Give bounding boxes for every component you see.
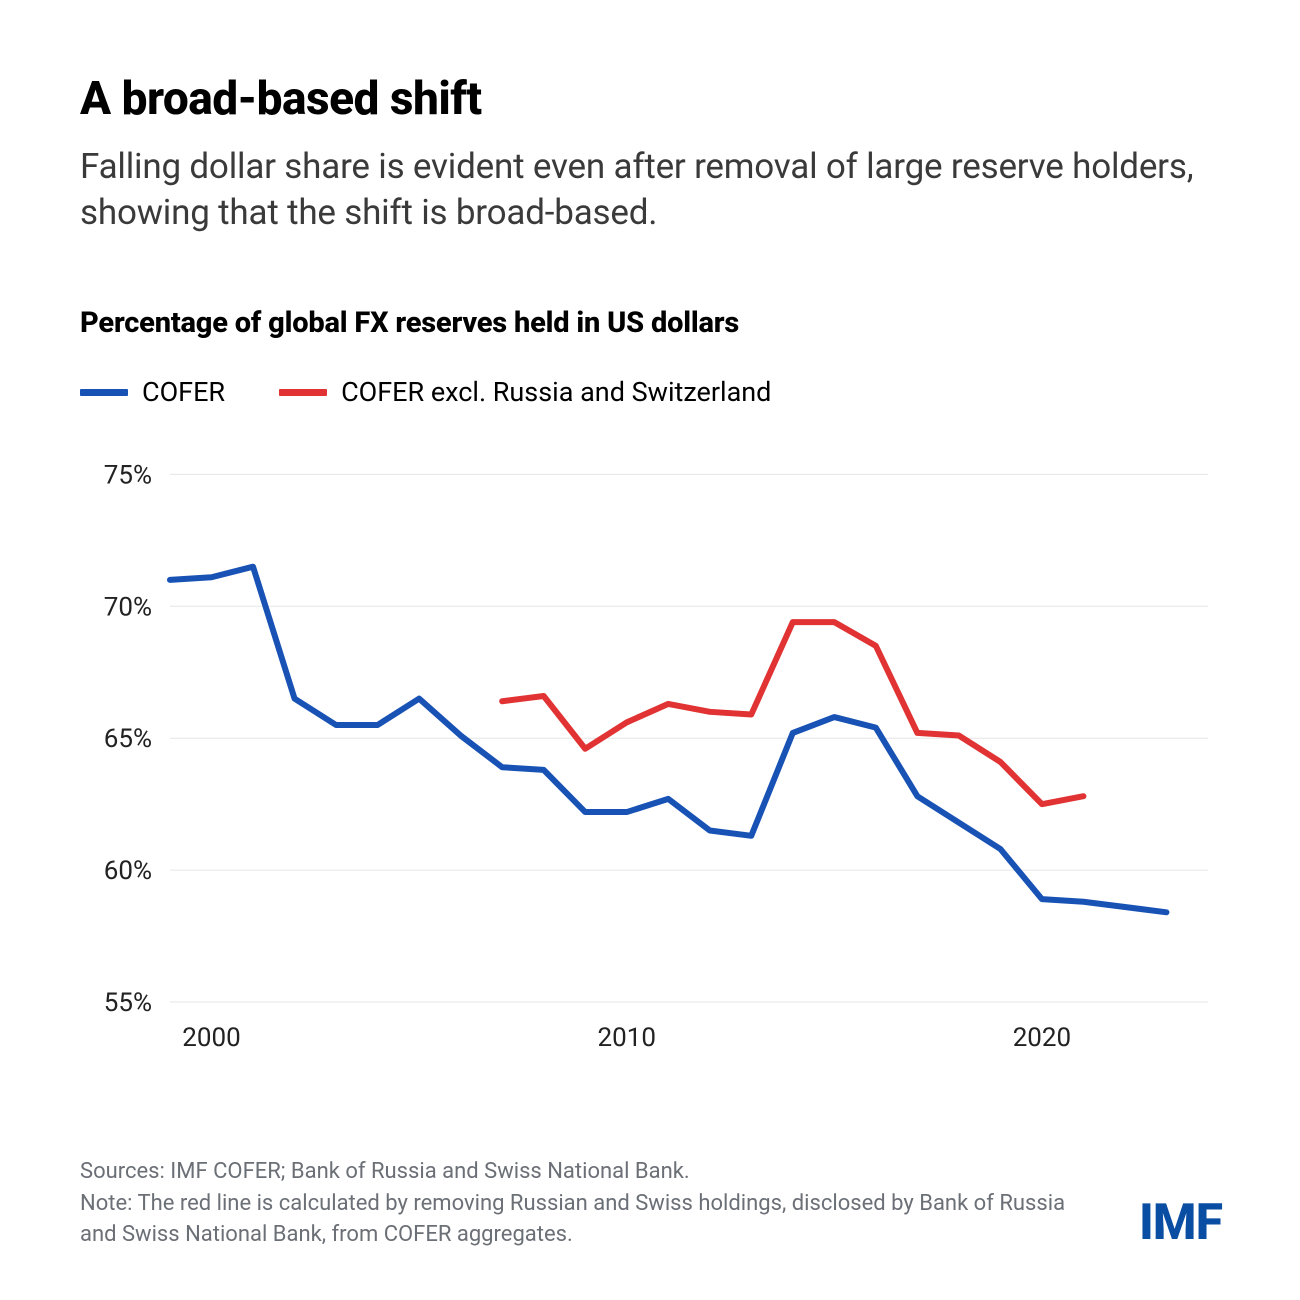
line-chart-svg: 55% 60% 65% 70% 75% 2000 2010 2020 (80, 422, 1228, 1062)
svg-text:65%: 65% (104, 725, 152, 755)
legend-label-cofer-excl: COFER excl. Russia and Switzerland (341, 376, 771, 408)
chart-axis-label: Percentage of global FX reserves held in… (80, 306, 1228, 340)
sources-text: Sources: IMF COFER; Bank of Russia and S… (80, 1157, 1080, 1187)
legend-label-cofer: COFER (142, 376, 225, 408)
svg-text:55%: 55% (104, 988, 152, 1018)
chart-title: A broad-based shift (80, 72, 1228, 126)
legend-swatch-cofer-excl (279, 389, 327, 396)
legend-item-cofer: COFER (80, 376, 225, 408)
svg-text:70%: 70% (104, 593, 152, 623)
imf-logo: IMF (1139, 1194, 1228, 1252)
svg-text:75%: 75% (104, 461, 152, 491)
legend-item-cofer-excl: COFER excl. Russia and Switzerland (279, 376, 771, 408)
svg-text:2010: 2010 (597, 1023, 655, 1053)
svg-text:2020: 2020 (1013, 1023, 1071, 1053)
legend-swatch-cofer (80, 389, 128, 396)
footnotes: Sources: IMF COFER; Bank of Russia and S… (80, 1157, 1080, 1252)
chart-area: 55% 60% 65% 70% 75% 2000 2010 2020 (80, 422, 1228, 1133)
svg-text:60%: 60% (104, 856, 152, 886)
chart-subtitle: Falling dollar share is evident even aft… (80, 144, 1228, 236)
note-text: Note: The red line is calculated by remo… (80, 1189, 1080, 1250)
legend: COFER COFER excl. Russia and Switzerland (80, 376, 1228, 408)
svg-text:2000: 2000 (182, 1023, 240, 1053)
